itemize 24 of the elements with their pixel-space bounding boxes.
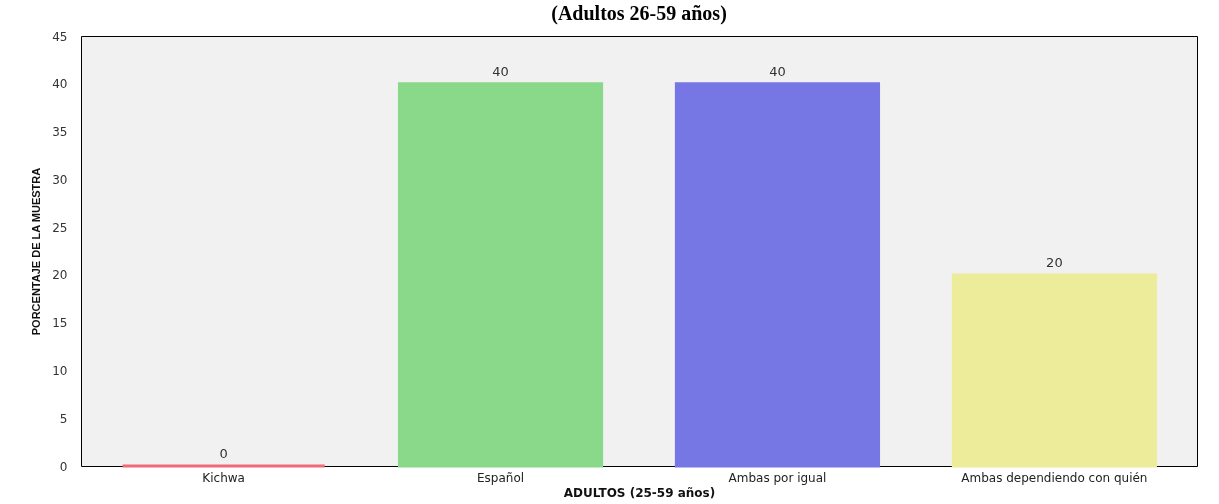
y-tick-label: 35 — [52, 125, 68, 140]
y-tick-label: 5 — [59, 411, 68, 426]
data-label: 40 — [492, 63, 509, 79]
x-tick-label: Ambas por igual — [728, 470, 827, 485]
x-tick-label: Kichwa — [202, 470, 245, 485]
x-axis-title: ADULTOS (25-59 años) — [563, 485, 716, 500]
y-tick-label: 30 — [52, 172, 68, 187]
bar — [951, 273, 1157, 468]
chart-title: (Adultos 26-59 años) — [551, 2, 727, 25]
y-tick-label: 20 — [52, 268, 68, 283]
y-tick-label: 45 — [52, 29, 68, 44]
bar — [674, 82, 881, 468]
y-tick-label: 10 — [52, 363, 68, 378]
x-tick-label: Español — [476, 470, 525, 485]
y-tick-label: 40 — [52, 77, 68, 92]
y-tick-label: 0 — [59, 459, 68, 474]
x-tick-label: Ambas dependiendo con quién — [961, 470, 1148, 485]
data-label: 0 — [219, 446, 228, 461]
y-tick-label: 15 — [52, 316, 68, 331]
bar — [397, 82, 604, 468]
data-label: 20 — [1046, 254, 1063, 270]
data-label: 40 — [769, 63, 786, 79]
y-axis-title: PORCENTAJE DE LA MUESTRA — [30, 167, 43, 336]
y-tick-label: 25 — [52, 220, 68, 235]
